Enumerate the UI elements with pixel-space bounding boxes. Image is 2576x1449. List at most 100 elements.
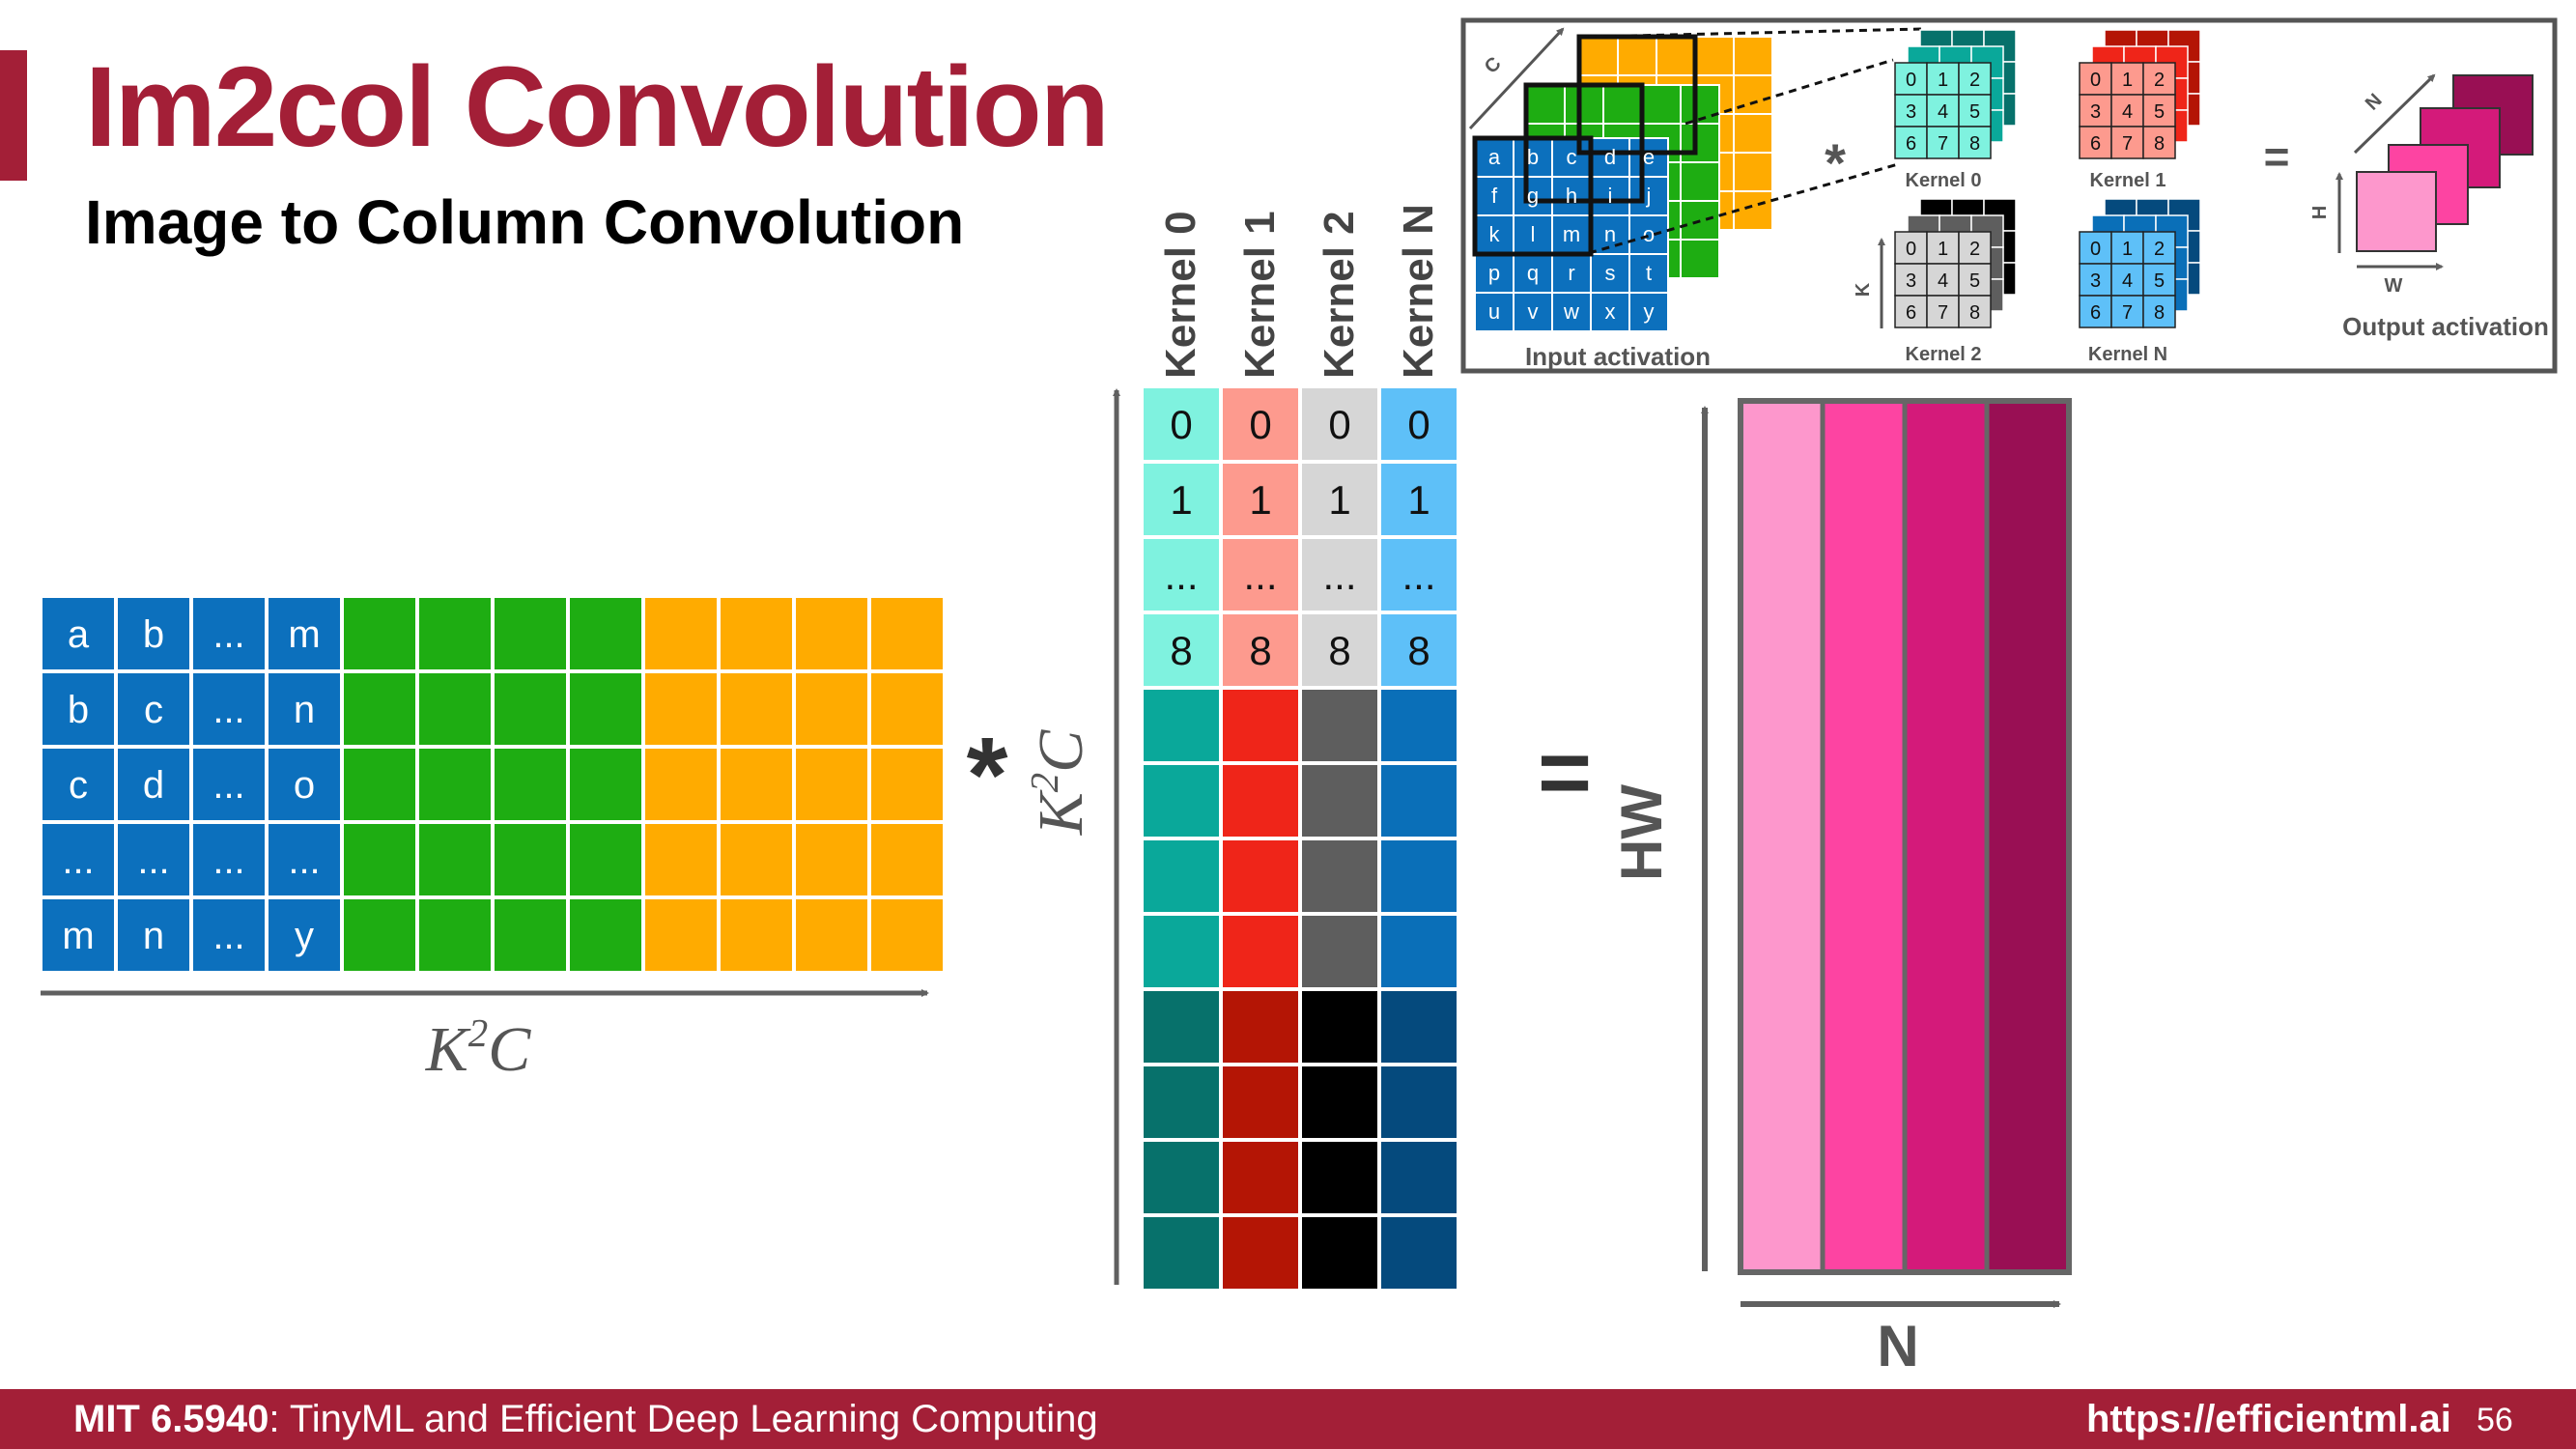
input-cell <box>792 895 871 975</box>
kernel-header-0: Kernel 0 <box>1157 211 1204 379</box>
input-cell-label: ... <box>212 915 244 957</box>
input-cell <box>717 594 796 673</box>
multiply-operator: * <box>967 716 1008 835</box>
kernel-cell <box>1377 686 1460 765</box>
kernel-index-label: 0 <box>1407 402 1430 447</box>
input-cell <box>491 669 570 749</box>
inset-kernel-cell <box>1926 295 1960 328</box>
input-cell-label: ... <box>288 839 320 882</box>
input-cell <box>39 745 118 824</box>
kernel-cell <box>1140 1138 1223 1217</box>
kernel-index-label: 1 <box>1170 477 1192 523</box>
inset-input-cell <box>1733 113 1773 154</box>
inset-input-cell <box>1694 36 1735 76</box>
kernel-height-axis-label-superscript: 2 <box>1023 773 1066 792</box>
inset-input-cell <box>1564 84 1604 125</box>
inset-kernel-value: 0 <box>1906 239 1916 260</box>
footer-bar: MIT 6.5940: TinyML and Efficient Deep Le… <box>0 1389 2576 1449</box>
inset-input-cell <box>1680 161 1720 202</box>
kernel-cell <box>1140 1063 1223 1142</box>
page-number: 56 <box>2477 1402 2513 1438</box>
input-cell <box>566 895 645 975</box>
input-width-axis-label-tail: C <box>488 1014 531 1085</box>
inset-input-cell <box>1513 292 1553 332</box>
inset-kernel-value: 1 <box>2122 239 2133 260</box>
kernel-cell <box>1377 1138 1460 1217</box>
output-column-3 <box>1984 398 2072 1275</box>
inset-input-letter: t <box>1646 261 1652 285</box>
inset-c-arrow <box>1468 27 1565 130</box>
input-cell-label: y <box>295 915 314 957</box>
inset-kernel-value: 3 <box>2090 101 2101 123</box>
kernel-cell <box>1377 912 1460 991</box>
inset-kernel-value: 4 <box>2122 101 2133 123</box>
kernel-index-label: 0 <box>1328 402 1350 447</box>
inset-kernel-value: 7 <box>1938 133 1948 155</box>
inset-kernel-label-0: Kernel 0 <box>1906 170 1982 191</box>
kernel-index-label: 8 <box>1249 628 1271 673</box>
kernel-cell <box>1140 837 1223 916</box>
input-cell-label: ... <box>212 613 244 656</box>
input-cell <box>114 895 193 975</box>
kernel-index-label: ... <box>1322 553 1356 598</box>
footer-url-link[interactable]: https://efficientml.ai <box>2086 1398 2451 1440</box>
output-matrix-border <box>1738 398 2072 1275</box>
input-cell-label: ... <box>212 689 244 731</box>
inset-kernel-cell <box>1958 295 1992 328</box>
input-cell-label: m <box>62 915 94 957</box>
kernel-cell <box>1140 460 1223 539</box>
inset-input-letter: o <box>1643 222 1655 246</box>
inset-kernel-value: 8 <box>1969 302 1980 324</box>
inset-input-letter: e <box>1643 145 1655 169</box>
kernel-index-label: ... <box>1164 553 1198 598</box>
inset-kernel-value: 1 <box>1938 70 1948 91</box>
inset-input-letter: b <box>1527 145 1539 169</box>
kernel-index-label: 8 <box>1407 628 1430 673</box>
inset-input-cell <box>1513 137 1553 178</box>
kernel-height-axis-label-tail: C <box>1026 729 1096 773</box>
inset-input-cell <box>1628 253 1669 294</box>
kernel-cell <box>1219 837 1302 916</box>
inset-kernel-value: 6 <box>2090 133 2101 155</box>
output-column-2 <box>1902 398 1990 1275</box>
kernel-cell <box>1377 1063 1460 1142</box>
inset-kernel-value: 1 <box>1938 239 1948 260</box>
output-height-axis-label: HW <box>1609 784 1674 881</box>
inset-window-outline <box>1523 82 1645 204</box>
input-cell <box>491 745 570 824</box>
input-cell <box>792 745 871 824</box>
inset-kernel-value: 4 <box>2122 270 2133 292</box>
inset-input-letter: x <box>1605 299 1616 324</box>
inset-kernel-cell <box>1958 263 1992 297</box>
kernel-cell <box>1140 761 1223 840</box>
input-cell <box>189 745 269 824</box>
inset-k-label: K <box>1853 282 1874 297</box>
input-cell-label: a <box>68 613 90 656</box>
inset-input-cell <box>1628 176 1669 216</box>
kernel-index-label: 8 <box>1328 628 1350 673</box>
inset-kernel-cell <box>2110 126 2144 159</box>
kernel-cell <box>1140 686 1223 765</box>
kernel-index-label: ... <box>1401 553 1435 598</box>
input-cell-label: ... <box>212 839 244 882</box>
inset-kernel-value: 2 <box>2154 70 2165 91</box>
kernel-cell <box>1219 1213 1302 1293</box>
inset-input-cell <box>1656 36 1696 76</box>
kernel-cell <box>1377 837 1460 916</box>
kernel-cell <box>1219 912 1302 991</box>
inset-kernel-cell <box>2142 295 2176 328</box>
input-cell-label: c <box>69 764 88 807</box>
inset-kernel-value: 2 <box>1969 239 1980 260</box>
kernel-header-2: Kernel 2 <box>1316 211 1363 379</box>
kernel-cell <box>1140 1213 1223 1293</box>
inset-input-letter: k <box>1489 222 1501 246</box>
equals-operator: = <box>1538 721 1592 824</box>
input-cell <box>415 895 495 975</box>
input-cell-label: n <box>143 915 164 957</box>
inset-input-label: Input activation <box>1525 342 1711 371</box>
inset-kernel-cell <box>1926 263 1960 297</box>
input-cell <box>415 820 495 899</box>
inset-input-cell <box>1733 190 1773 231</box>
kernel-header-3: Kernel N <box>1395 204 1442 379</box>
slide-subtitle: Image to Column Convolution <box>85 187 965 257</box>
